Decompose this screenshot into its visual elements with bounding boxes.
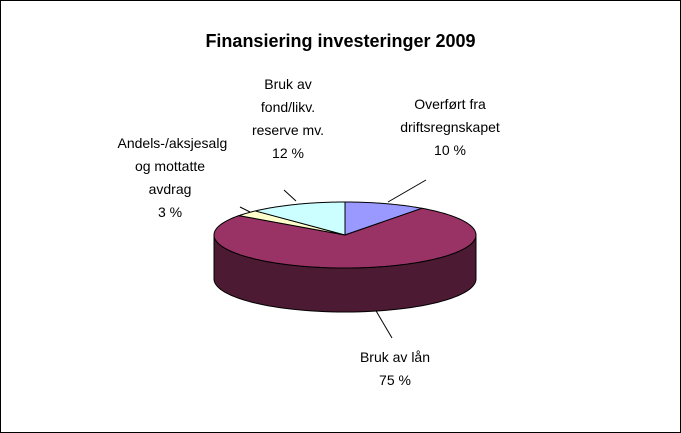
pie-slice — [255, 201, 346, 236]
value-label: 75 % — [379, 372, 411, 388]
pie-slice — [344, 201, 424, 236]
data-label: Bruk av lån 75 % — [325, 346, 465, 392]
category-label: Bruk av fond/likv. reserve mv. — [251, 76, 325, 138]
value-label: 10 % — [434, 142, 466, 158]
value-label: 12 % — [272, 145, 304, 161]
value-label: 3 % — [157, 204, 183, 220]
pie — [213, 201, 477, 313]
leader-line — [239, 206, 251, 213]
data-label: Bruk av fond/likv. reserve mv. 12 % — [244, 73, 332, 165]
leader-line — [387, 179, 427, 203]
category-label: Andels-/aksjesalg og mottatte avdrag — [117, 135, 228, 197]
pie-slice — [237, 210, 346, 236]
data-label: Overført fra driftsregnskapet 10 % — [380, 93, 520, 162]
chart-title: Finansiering investeringer 2009 — [205, 31, 476, 51]
category-label: Overført fra driftsregnskapet — [400, 96, 500, 135]
category-label: Bruk av lån — [359, 349, 431, 365]
leader-line — [283, 189, 297, 202]
data-label: Andels-/aksjesalg og mottatte avdrag 3 % — [117, 132, 228, 224]
